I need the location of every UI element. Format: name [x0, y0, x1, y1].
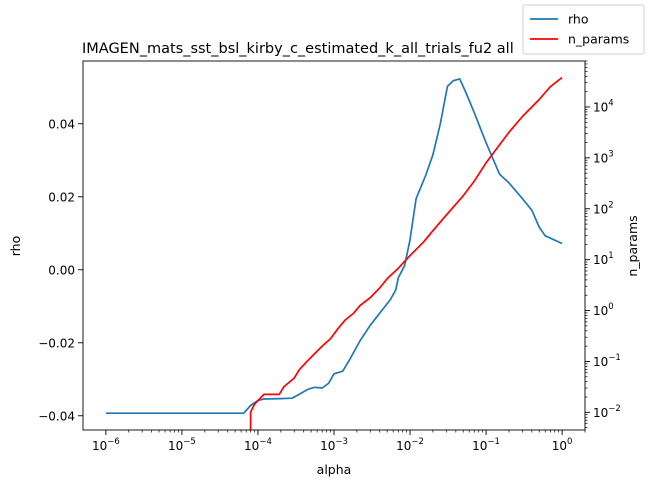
x-tick-label: 10−3: [320, 437, 348, 453]
x-tick-label: 10−4: [244, 437, 272, 453]
chart-title: IMAGEN_mats_sst_bsl_kirby_c_estimated_k_…: [82, 41, 514, 57]
y2-tick-label: 10−1: [593, 353, 621, 369]
y-axis-label: rho: [8, 236, 23, 257]
legend-n-params-label: n_params: [568, 32, 629, 47]
y2-tick-label: 102: [593, 200, 614, 216]
y2-tick-label: 101: [593, 251, 614, 267]
legend-box: [522, 4, 645, 55]
y2-tick-label: 10−2: [593, 404, 621, 420]
plot-area: [82, 60, 586, 431]
x-axis-label: alpha: [317, 462, 352, 477]
series-line-n-params: [249, 76, 563, 430]
y-axis-right: 10−2 10−1 100 101 102 103 104: [585, 60, 621, 429]
series-line-rho: [105, 78, 563, 415]
x-tick-label: 10−1: [472, 437, 500, 453]
legend-rho-label: rho: [568, 12, 589, 27]
y2-tick-label: 104: [593, 98, 614, 114]
y-tick-label: 0.04: [48, 117, 75, 131]
series-layer: [105, 76, 563, 430]
x-axis: 10−6 10−5 10−4 10−3 10−2 10−1 100: [92, 430, 586, 453]
y-tick-label: 0.02: [48, 190, 75, 204]
x-tick-label: 10−5: [168, 437, 196, 453]
y-tick-label: 0.00: [48, 263, 75, 277]
y-tick-label: −0.04: [38, 409, 75, 423]
y-axis-left: 0.04 0.02 0.00 −0.02 −0.04: [38, 117, 83, 423]
y2-axis-label: n_params: [625, 215, 640, 276]
x-tick-label: 100: [552, 437, 573, 453]
y2-tick-label: 103: [593, 149, 614, 165]
legend: rho n_params: [522, 4, 645, 55]
y-tick-label: −0.02: [38, 336, 75, 350]
x-tick-label: 10−2: [396, 437, 424, 453]
x-tick-label: 10−6: [92, 437, 120, 453]
y2-tick-label: 100: [593, 302, 614, 318]
